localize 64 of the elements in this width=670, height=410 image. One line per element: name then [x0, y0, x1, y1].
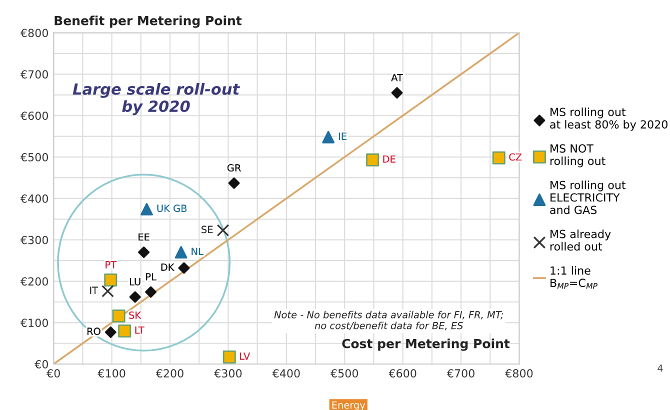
x-tick-label: €300: [214, 369, 242, 378]
annotation: SK: [129, 312, 142, 319]
text: 4: [658, 364, 663, 372]
annotation: PT: [106, 261, 117, 268]
point: [322, 130, 335, 144]
annotation: AT: [391, 74, 403, 82]
point: [391, 87, 403, 99]
y-tick-label: €300: [20, 236, 48, 244]
point: [138, 246, 150, 258]
point: [140, 202, 153, 216]
y-tick-label: €200: [20, 277, 48, 286]
annotation: LT: [135, 326, 144, 334]
annotation: LU: [130, 278, 140, 286]
y-tick-label: €0: [34, 360, 48, 368]
point: [104, 326, 116, 338]
y-axis-title: Benefit per Metering Point: [54, 16, 242, 28]
annotation: IE: [339, 132, 346, 140]
x-tick-label: €200: [156, 369, 184, 378]
legend-label: MS already rolled out: [550, 230, 611, 251]
x-axis-title: Cost per Metering Point: [342, 338, 510, 351]
point: [216, 224, 230, 237]
x-tick-label: €100: [98, 369, 126, 378]
annotation: Large scale roll-out by 2020: [72, 82, 240, 116]
y-tick-label: €700: [20, 70, 48, 79]
point: [145, 286, 157, 298]
x-tick-label: €600: [388, 369, 416, 378]
y-tick-label: €100: [20, 318, 48, 328]
y-tick-label: €400: [20, 194, 48, 203]
x-tick-label: €400: [272, 369, 300, 378]
legend-label: MS rolling out at least 80% by 2020: [550, 108, 668, 131]
annotation: Note - No benefits data available for FI, FR, MT; no cost/benefit data for BE, ES: [274, 310, 504, 330]
legend-label: MS rolling out ELECTRICITY and GAS: [550, 180, 626, 214]
x-tick-label: €800: [505, 369, 533, 378]
point: [178, 262, 190, 274]
x-tick-label: €0: [46, 369, 60, 378]
annotation: IT: [90, 286, 98, 294]
point: [174, 246, 188, 258]
point: [492, 151, 506, 164]
annotation: EE: [138, 233, 150, 241]
y-tick-label: €800: [20, 28, 48, 38]
y-tick-label: €500: [20, 153, 48, 162]
annotation: DE: [383, 156, 396, 163]
point: [118, 324, 132, 338]
legend-label: MS NOT rolling out: [550, 144, 606, 168]
annotation: RO: [87, 328, 100, 336]
annotation: GR: [227, 164, 241, 172]
point: [104, 274, 118, 287]
legend-label: 1:1 line B$_{MP}$=C$_{MP}$: [550, 266, 598, 289]
point: [102, 284, 114, 298]
annotation: DK: [161, 264, 174, 271]
point: [112, 310, 126, 323]
point: [228, 177, 240, 189]
annotation: UK GB: [157, 204, 187, 212]
point: [129, 291, 141, 303]
y-tick-label: €600: [20, 112, 48, 120]
annotation: LV: [240, 352, 250, 360]
annotation: SE: [202, 226, 213, 234]
x-tick-label: €700: [446, 369, 474, 378]
annotation: CZ: [509, 153, 522, 161]
annotation: PL: [146, 273, 156, 280]
x-tick-label: €500: [330, 369, 358, 378]
annotation: NL: [192, 248, 204, 255]
point: [366, 153, 380, 166]
point: [222, 350, 236, 364]
